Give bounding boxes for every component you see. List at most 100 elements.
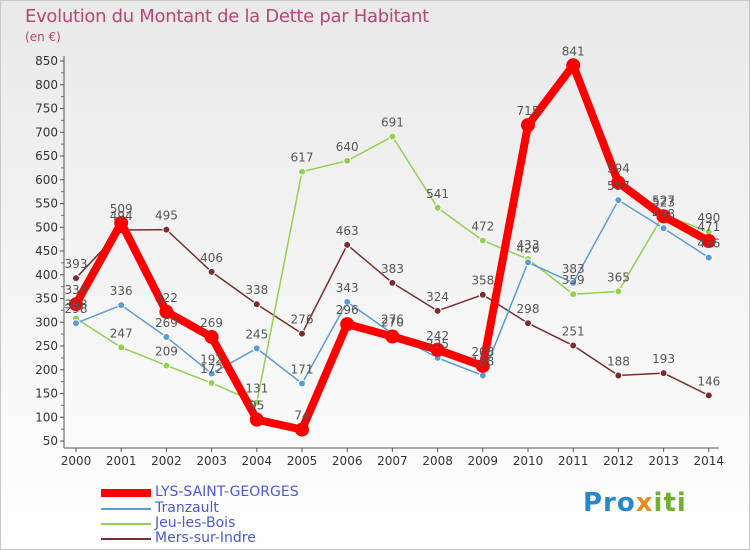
data-label: 336: [110, 284, 133, 298]
data-point: [569, 278, 578, 287]
data-label: 393: [65, 257, 88, 271]
y-tick-label: 100: [35, 410, 58, 424]
data-label: 245: [245, 327, 268, 341]
data-label: 251: [562, 325, 585, 339]
data-point: [614, 196, 623, 205]
data-label: 188: [607, 354, 630, 368]
data-point: [569, 341, 578, 350]
data-label: 359: [562, 273, 585, 287]
data-point: [207, 267, 216, 276]
y-tick-label: 200: [35, 363, 58, 377]
data-label: 209: [155, 344, 178, 358]
data-label: 463: [336, 224, 359, 238]
data-point: [340, 317, 355, 332]
data-label: 490: [697, 211, 720, 225]
data-label: 208: [471, 345, 494, 359]
data-point: [433, 306, 442, 315]
series-lines: [69, 58, 716, 437]
y-tick-label: 350: [35, 292, 58, 306]
legend-swatch: [101, 489, 151, 497]
y-tick-label: 800: [35, 78, 58, 92]
data-point: [704, 391, 713, 400]
data-label: 426: [517, 241, 540, 255]
y-tick-label: 850: [35, 54, 58, 68]
x-tick-label: 2004: [242, 454, 273, 468]
data-label: 247: [110, 326, 133, 340]
data-label: 472: [471, 220, 494, 234]
data-label: 594: [607, 162, 630, 176]
data-point: [659, 224, 668, 233]
data-label: 365: [607, 270, 630, 284]
data-label: 74: [294, 409, 309, 423]
data-labels: 338 509 322 269 95 74 296 270 242 208 715 841 594 523…: [65, 44, 721, 422]
data-label: 276: [291, 313, 314, 327]
data-label: 296: [336, 303, 359, 317]
data-label: 270: [381, 316, 404, 330]
data-label: 617: [291, 151, 314, 165]
data-point: [298, 379, 306, 388]
data-label: 471: [697, 220, 720, 234]
data-label: 172: [200, 362, 223, 376]
data-point: [524, 258, 532, 267]
y-tick-label: 650: [35, 149, 58, 163]
data-label: 242: [426, 329, 449, 343]
data-point: [162, 332, 171, 341]
data-point: [388, 132, 397, 141]
data-point: [566, 58, 581, 73]
data-point: [701, 234, 716, 249]
proxiti-logo: Proxiti: [583, 488, 687, 518]
legend-label: LYS-SAINT-GEORGES: [155, 484, 299, 500]
legend-swatch: [101, 538, 151, 540]
y-tick-label: 450: [35, 244, 58, 258]
data-point: [659, 369, 668, 378]
data-label: 269: [155, 316, 178, 330]
data-label: 193: [652, 352, 675, 366]
logo-text-part: Pro: [583, 488, 636, 518]
data-point: [478, 290, 487, 299]
x-tick-label: 2007: [377, 454, 408, 468]
data-point: [295, 422, 309, 437]
y-tick-label: 150: [35, 387, 58, 401]
data-label: 338: [245, 283, 268, 297]
data-point: [162, 225, 171, 234]
data-label: 498: [652, 207, 675, 221]
axes: 50 100 150 200 250 300 350 400 450 500 550 600 650 70…: [35, 54, 724, 468]
data-label: 192: [200, 353, 223, 367]
data-point: [388, 278, 397, 287]
y-tick-label: 50: [43, 434, 58, 448]
y-tick-label: 550: [35, 197, 58, 211]
x-tick-label: 2011: [558, 454, 589, 468]
data-point: [704, 253, 713, 262]
data-label: 171: [291, 363, 314, 377]
x-tick-label: 2003: [196, 454, 227, 468]
data-point: [385, 329, 400, 344]
data-label: 495: [155, 209, 178, 223]
data-point: [159, 304, 174, 319]
data-point: [252, 398, 261, 407]
data-label: 298: [65, 302, 88, 316]
legend-swatch: [101, 508, 151, 510]
data-label: 298: [517, 302, 540, 316]
data-point: [249, 412, 264, 427]
y-tick-label: 300: [35, 315, 58, 329]
data-label: 841: [562, 44, 585, 58]
data-point: [72, 319, 80, 328]
data-point: [69, 297, 83, 312]
data-point: [162, 361, 171, 370]
data-label: 131: [245, 382, 268, 396]
data-point: [343, 240, 352, 249]
data-point: [478, 371, 487, 380]
x-tick-label: 2006: [332, 454, 363, 468]
y-tick-label: 400: [35, 268, 58, 282]
legend-label: Tranzault: [155, 500, 219, 516]
x-tick-label: 2000: [61, 454, 92, 468]
data-label: 433: [517, 238, 540, 252]
data-label: 308: [65, 297, 88, 311]
legend-label: Jeu-les-Bois: [155, 515, 236, 531]
data-point: [72, 274, 80, 283]
data-label: 509: [110, 202, 133, 216]
data-point: [252, 344, 261, 353]
data-point: [114, 215, 129, 230]
